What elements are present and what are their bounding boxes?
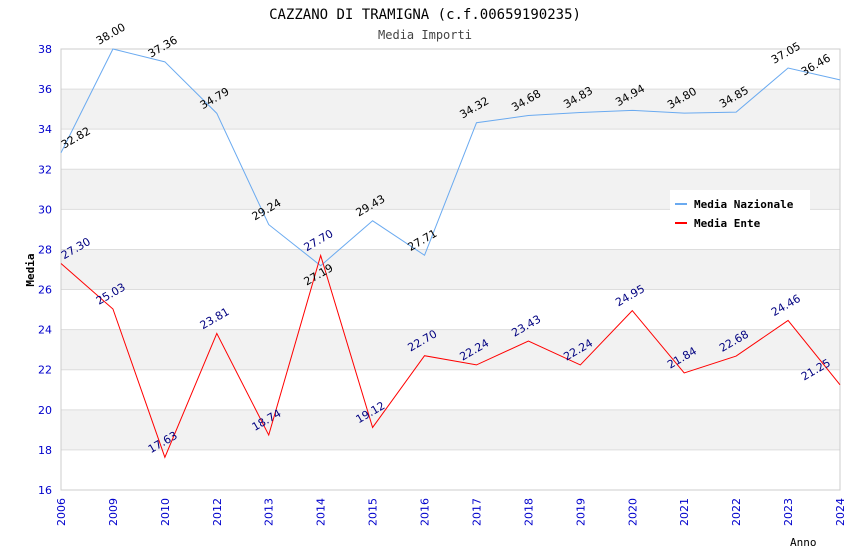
y-tick-label: 34 [38,123,52,136]
y-tick-label: 28 [38,243,52,256]
y-tick-label: 32 [38,163,52,176]
x-tick-label: 2015 [367,498,380,526]
x-tick-label: 2012 [211,498,224,526]
x-tick-label: 2017 [470,498,483,526]
x-tick-label: 2023 [782,498,795,526]
grid-band [61,409,840,450]
x-tick-label: 2018 [522,498,535,526]
legend [670,190,810,234]
plot-area [60,48,841,491]
x-tick-label: 2024 [834,498,847,526]
x-tick-label: 2016 [419,498,432,526]
x-tick-label: 2022 [730,498,743,526]
y-axis-label: Media [24,253,37,286]
x-tick-label: 2020 [626,498,639,526]
x-tick-label: 2006 [55,498,68,526]
legend-label: Media Nazionale [694,198,794,211]
x-tick-label: 2010 [159,498,172,526]
data-label: 24.46 [769,292,803,319]
y-tick-label: 20 [38,404,52,417]
x-axis-label: Anno [790,536,817,549]
chart-subtitle: Media Importi [378,28,472,42]
grid-band [61,249,840,290]
y-tick-label: 38 [38,43,52,56]
series-line-0 [60,48,841,267]
x-tick-label: 2013 [263,498,276,526]
y-tick-label: 24 [38,324,52,337]
y-tick-label: 30 [38,203,52,216]
grid-band [61,89,840,130]
x-tick-label: 2021 [678,498,691,526]
data-label: 37.36 [146,33,180,60]
x-tick-label: 2009 [107,498,120,526]
grid-band [61,329,840,370]
data-label: 37.05 [769,40,803,67]
y-tick-label: 18 [38,444,52,457]
x-tick-label: 2019 [574,498,587,526]
x-tick-label: 2014 [315,498,328,526]
data-label: 38.00 [94,21,128,48]
chart-title: CAZZANO DI TRAMIGNA (c.f.00659190235) [269,7,581,23]
y-tick-label: 36 [38,83,52,96]
legend-label: Media Ente [694,217,761,230]
series-line-1 [60,253,841,459]
y-tick-label: 26 [38,284,52,297]
y-tick-label: 16 [38,484,52,497]
y-tick-label: 22 [38,364,52,377]
data-label: 23.81 [198,305,232,332]
